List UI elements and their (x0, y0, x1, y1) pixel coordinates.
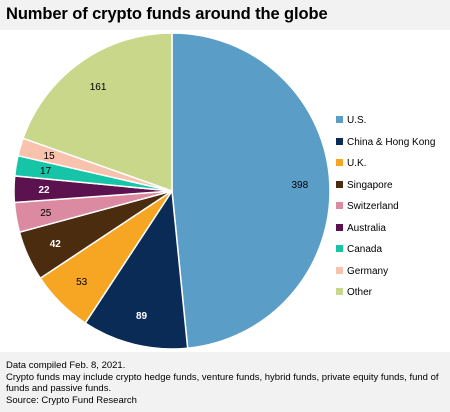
legend-swatch (336, 180, 343, 188)
legend-item: Australia (336, 218, 435, 240)
legend-label: Singapore (347, 179, 393, 191)
legend-label: Germany (347, 265, 389, 277)
pie-slice-other (22, 32, 173, 193)
legend-item: Canada (336, 239, 435, 261)
legend-swatch (336, 245, 343, 252)
slice-value-label: 53 (76, 277, 88, 288)
slice-value-label: 89 (136, 311, 148, 322)
pie-chart: 398 89 53 42 25 22 17 15 161 (13, 32, 331, 350)
legend-item: Switzerland (336, 196, 435, 218)
legend-label: U.S. (347, 115, 367, 126)
legend-item: Singapore (336, 175, 435, 197)
legend-item: Other (336, 282, 435, 304)
legend-swatch (336, 266, 343, 274)
legend-swatch (336, 288, 343, 295)
note-source: Source: Crypto Fund Research (6, 394, 137, 406)
slice-value-label: 398 (291, 180, 308, 191)
legend-swatch (336, 159, 343, 166)
legend-swatch (336, 137, 343, 145)
slice-value-label: 42 (50, 239, 62, 250)
slice-value-label: 25 (40, 208, 52, 219)
note-definition: Crypto funds may include crypto hedge fu… (6, 371, 439, 395)
legend-item: U.K. (336, 153, 435, 175)
legend-label: Canada (347, 244, 383, 255)
note-date: Data compiled Feb. 8, 2021. (6, 360, 126, 371)
pie-slice-u-s (171, 32, 331, 350)
chart-notes: Data compiled Feb. 8, 2021. Crypto funds… (6, 360, 444, 406)
legend-label: China & Hong Kong (347, 136, 436, 148)
legend-item: Germany (336, 261, 435, 283)
pie-slice-labels: 398 89 53 42 25 22 17 15 161 (38, 82, 308, 322)
legend-label: Other (347, 287, 373, 298)
legend-label: Australia (347, 222, 386, 234)
legend-item: China & Hong Kong (336, 132, 435, 154)
chart-title: Number of crypto funds around the globe (6, 5, 328, 23)
slice-value-label: 17 (40, 166, 52, 177)
pie-slices (13, 32, 331, 350)
legend-swatch (336, 116, 343, 123)
pie-slice-china-hong-kong (84, 188, 189, 350)
legend-label: Switzerland (347, 201, 399, 212)
chart-legend: U.S. China & Hong Kong U.K. Singapore Switze… (336, 110, 435, 304)
legend-swatch (336, 202, 343, 209)
slice-value-label: 22 (38, 185, 50, 196)
legend-swatch (336, 223, 343, 231)
slice-value-label: 161 (90, 82, 107, 93)
slice-value-label: 15 (44, 151, 56, 162)
legend-label: U.K. (347, 158, 367, 169)
legend-item: U.S. (336, 110, 435, 132)
